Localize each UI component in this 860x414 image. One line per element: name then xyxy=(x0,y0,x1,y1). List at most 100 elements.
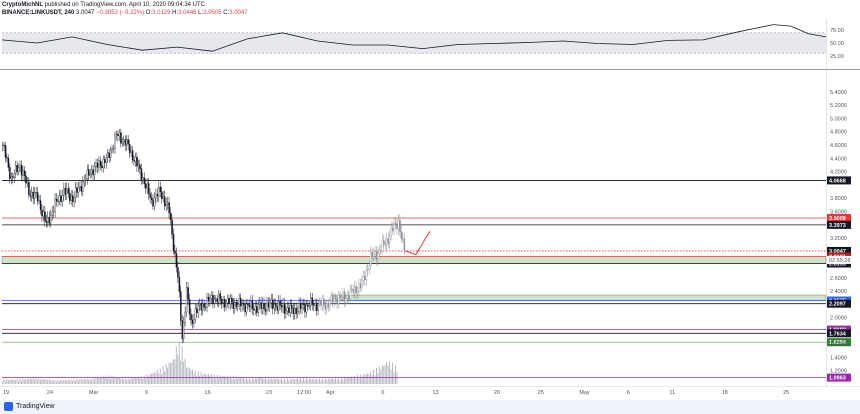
candle-body xyxy=(109,149,112,158)
level-tag-label: 3.5008 xyxy=(829,216,846,222)
volume-bar xyxy=(364,374,366,384)
candle-body xyxy=(118,132,121,136)
candle-body xyxy=(396,224,398,229)
volume-bar xyxy=(378,366,380,384)
volume-bar xyxy=(395,365,396,384)
volume-bar xyxy=(373,369,374,384)
candle-body xyxy=(362,276,365,281)
candle-body xyxy=(330,295,333,302)
level-tag-label: 3.3973 xyxy=(829,223,846,229)
candle-body xyxy=(355,286,357,294)
level-tag xyxy=(827,220,851,229)
volume-bar xyxy=(67,379,69,384)
level-tag-label: 4.0668 xyxy=(829,178,846,184)
candle-body xyxy=(299,303,302,309)
volume-bar xyxy=(77,380,79,384)
volume-bar xyxy=(321,378,323,384)
volume-bar xyxy=(245,377,247,384)
candle-body xyxy=(352,289,354,293)
candle-body xyxy=(85,178,87,181)
candle-body xyxy=(368,265,371,270)
volume-bar xyxy=(300,377,301,384)
candle-body xyxy=(298,303,300,312)
volume-bar xyxy=(12,379,14,384)
volume-bar xyxy=(259,378,261,384)
candle-body xyxy=(140,168,143,181)
volume-bar xyxy=(110,378,112,384)
candle-body xyxy=(260,302,262,309)
volume-bar xyxy=(187,366,189,384)
volume-bar xyxy=(393,372,395,384)
candle-body xyxy=(222,299,224,304)
candle-body xyxy=(402,238,404,240)
volume-bar xyxy=(323,380,325,384)
candle-body xyxy=(310,297,312,307)
candle-body xyxy=(92,169,94,176)
volume-bar xyxy=(317,380,319,384)
candle-body xyxy=(22,170,24,176)
volume-bar xyxy=(286,378,288,384)
candle-body xyxy=(4,145,7,158)
price-tick-label: 5.2000 xyxy=(830,103,847,109)
volume-bar xyxy=(124,377,126,384)
price-tick-label: 1.6000 xyxy=(830,342,847,348)
candle-body xyxy=(244,304,246,313)
candle-body xyxy=(33,192,36,199)
volume-bar xyxy=(104,377,106,384)
volume-bar xyxy=(324,378,326,384)
volume-bar xyxy=(237,378,239,384)
volume-bar xyxy=(380,369,382,384)
volume-bar xyxy=(38,377,40,384)
volume-bar xyxy=(3,379,5,384)
volume-bar xyxy=(51,379,53,384)
volume-bar xyxy=(134,377,136,384)
volume-bar xyxy=(316,378,318,384)
time-tick-label: 13 xyxy=(432,390,438,396)
candle-body xyxy=(26,181,29,184)
candle-body xyxy=(6,157,8,159)
candle-body xyxy=(286,307,289,312)
volume-bar xyxy=(63,379,65,384)
candle-body xyxy=(102,159,105,169)
volume-bar xyxy=(235,376,237,384)
volume-bar xyxy=(129,379,131,384)
candle-body xyxy=(384,243,387,246)
volume-bar xyxy=(114,376,116,384)
candle-body xyxy=(159,187,162,192)
candle-body xyxy=(372,254,375,257)
candle-body xyxy=(302,303,305,305)
candle-body xyxy=(223,299,226,308)
tradingview-logo[interactable]: TradingView xyxy=(4,402,55,411)
level-tag-label: 1.0963 xyxy=(829,376,846,382)
volume-bar xyxy=(335,377,337,384)
candle-body xyxy=(304,304,306,313)
symbol-label: BINANCE:LINKUSDT, 240 xyxy=(2,10,75,16)
volume-bar xyxy=(256,378,258,384)
volume-bar xyxy=(339,380,341,384)
candle-body xyxy=(339,294,341,298)
volume-bar xyxy=(37,380,38,384)
candle-body xyxy=(194,308,197,320)
candle-body xyxy=(371,252,373,257)
volume-bar xyxy=(371,374,373,384)
volume-bar xyxy=(244,378,246,384)
volume-bar xyxy=(108,375,110,384)
volume-bar xyxy=(332,378,334,384)
close-label: C: xyxy=(223,10,230,16)
author-name[interactable]: CryptoMichNL xyxy=(2,2,43,8)
time-tick-label: May xyxy=(579,390,590,396)
candle-body xyxy=(104,159,106,164)
volume-bar xyxy=(193,373,195,384)
candle-body xyxy=(277,301,280,311)
volume-bar xyxy=(39,379,41,384)
volume-bar xyxy=(289,378,291,384)
price-tick-label: 2.6000 xyxy=(830,276,847,282)
volume-bar xyxy=(64,379,66,384)
volume-bar xyxy=(70,379,72,384)
candle-body xyxy=(215,298,217,300)
volume-bar xyxy=(47,379,49,384)
level-tag xyxy=(827,299,851,308)
volume-bar xyxy=(171,362,173,384)
candle-body xyxy=(70,195,73,201)
